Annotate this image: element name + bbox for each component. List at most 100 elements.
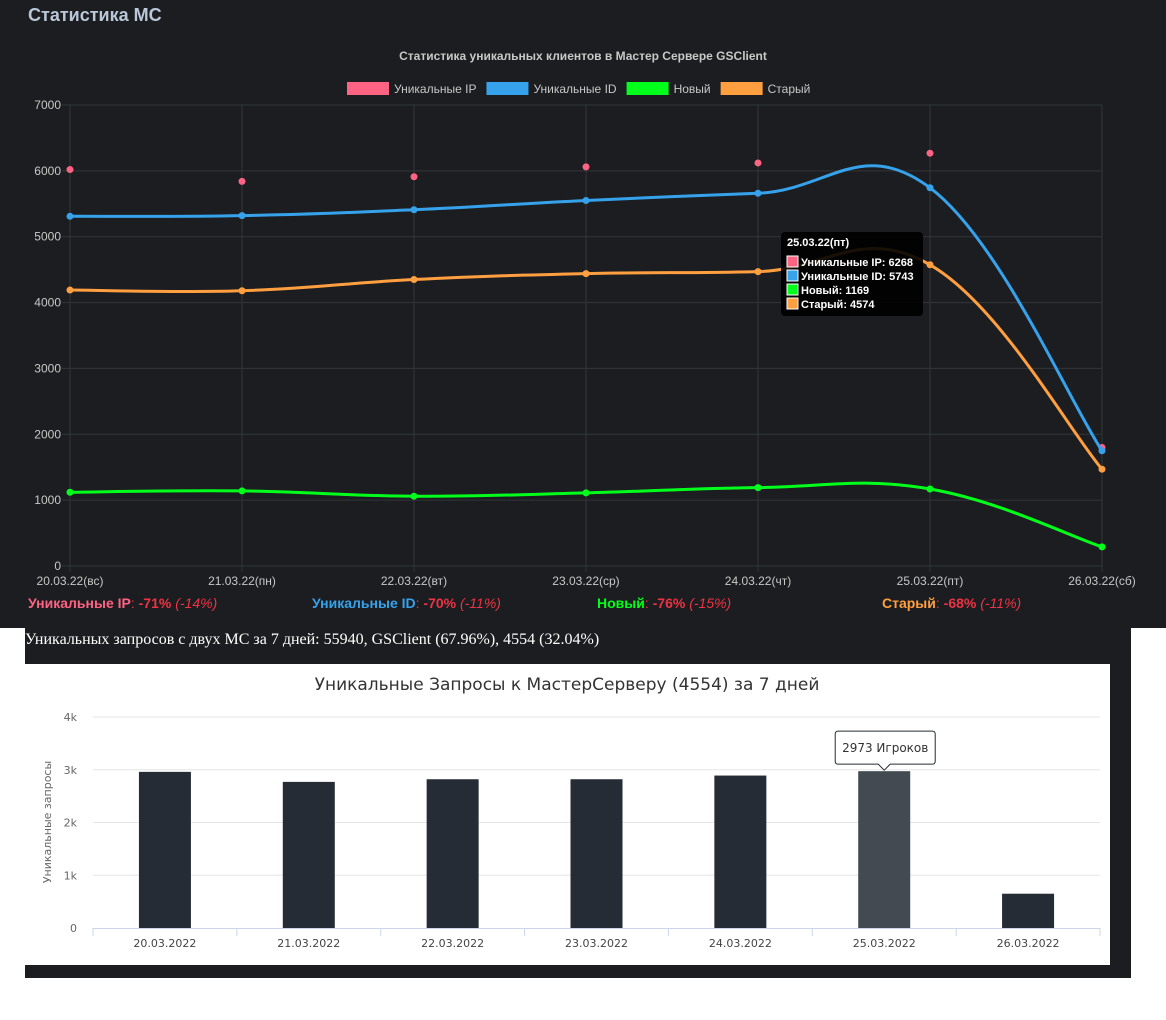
bar-y-tick-label: 3k (64, 764, 78, 777)
point-new-6 (1098, 543, 1106, 551)
point-old-3 (582, 270, 590, 278)
legend-swatch-id (486, 82, 529, 95)
bar-x-tick-label: 22.03.2022 (421, 937, 484, 950)
bar-tooltip-text: 2973 Игроков (842, 741, 928, 755)
bar-y-tick-label: 1k (64, 869, 78, 882)
tooltip-swatch-ip (786, 255, 799, 268)
y-tick-label: 0 (54, 559, 61, 573)
bar-x-tick-label: 23.03.2022 (565, 937, 628, 950)
point-id-6 (1098, 447, 1106, 455)
point-ip-3 (582, 163, 590, 171)
x-tick-label: 22.03.22(вт) (381, 574, 447, 588)
point-old-6 (1098, 465, 1106, 473)
stat-new: Новый: -76% (-15%) (597, 595, 732, 611)
bar-0 (138, 771, 191, 928)
series-new (66, 481, 1106, 551)
legend-swatch-old (720, 82, 763, 95)
stat-old-pct: -68% (943, 595, 977, 611)
point-id-4 (754, 189, 762, 197)
stat-ip-pct: -71% (138, 595, 172, 611)
tooltip-swatch-old (786, 297, 799, 310)
tooltip-line-new: Новый: 1169 (801, 285, 869, 297)
tooltip-title: 25.03.22(пт) (787, 237, 850, 249)
tooltip-bubble (834, 730, 936, 771)
line-chart-tooltip: 25.03.22(пт) Уникальные IP: 6268 Уникальны… (781, 232, 923, 316)
bar-2 (426, 779, 479, 928)
x-tick-label: 20.03.22(вс) (37, 574, 104, 588)
point-ip-2 (410, 173, 418, 181)
tooltip-swatch-new (786, 283, 799, 296)
x-tick-label: 23.03.22(ср) (552, 574, 619, 588)
stat-ip-sub: (-14%) (175, 595, 218, 611)
y-tick-label: 7000 (34, 98, 61, 112)
point-id-0 (66, 212, 74, 220)
stat-new-label: Новый (597, 595, 645, 611)
legend-label-ip: Уникальные IP (394, 82, 476, 96)
bar-1 (282, 781, 335, 928)
tooltip-line-ip: Уникальные IP: 6268 (801, 257, 913, 269)
y-tick-label: 1000 (34, 493, 61, 507)
point-old-5 (926, 261, 934, 269)
point-id-5 (926, 184, 934, 192)
point-new-5 (926, 485, 934, 493)
y-tick-label: 5000 (34, 230, 61, 244)
x-tick-label: 25.03.22(пт) (897, 574, 964, 588)
bar-chart[interactable]: Уникальные Запросы к МастерСерверу (4554… (25, 664, 1110, 965)
bar-y-tick-label: 2k (64, 817, 78, 830)
x-tick-label: 24.03.22(чт) (725, 574, 791, 588)
line-chart-title: Статистика уникальных клиентов в Мастер … (399, 49, 767, 63)
x-tick-label: 21.03.22(пн) (208, 574, 276, 588)
point-old-0 (66, 286, 74, 294)
y-tick-label: 4000 (34, 296, 61, 310)
bar-chart-tooltip: 2973 Игроков (834, 730, 936, 771)
page-title: Статистика МС (28, 5, 162, 25)
summary-text: Уникальных запросов с двух МС за 7 дней:… (25, 631, 600, 648)
point-new-0 (66, 488, 74, 496)
point-id-1 (238, 212, 246, 220)
bar-x-tick-label: 26.03.2022 (997, 937, 1060, 950)
series-id (66, 164, 1106, 455)
line-chart-grid (62, 104, 1103, 572)
tooltip-box (781, 232, 923, 316)
bar-3 (570, 779, 623, 928)
stat-id: Уникальные ID: -70% (-11%) (312, 595, 501, 611)
point-ip-5 (926, 149, 934, 157)
legend-label-id: Уникальные ID (533, 82, 616, 96)
stat-ip-label: Уникальные IP (28, 595, 131, 611)
bar-y-tick-label: 4k (64, 711, 78, 724)
y-tick-label: 2000 (34, 427, 61, 441)
bar-y-axis-label: Уникальные запросы (41, 761, 54, 883)
point-id-2 (410, 206, 418, 214)
line-chart-legend: Уникальные IP Уникальные ID Новый Старый (347, 82, 810, 96)
point-ip-1 (238, 177, 246, 185)
point-old-2 (410, 276, 418, 284)
series-old (66, 247, 1106, 473)
point-new-3 (582, 489, 590, 497)
tooltip-line-id: Уникальные ID: 5743 (801, 271, 914, 283)
bar-x-tick-label: 24.03.2022 (709, 937, 772, 950)
point-old-4 (754, 268, 762, 276)
point-new-1 (238, 487, 246, 495)
point-new-2 (410, 492, 418, 500)
bar-x-tick-label: 20.03.2022 (133, 937, 196, 950)
point-new-4 (754, 484, 762, 492)
point-id-3 (582, 196, 590, 204)
line-chart[interactable]: Статистика уникальных клиентов в Мастер … (0, 0, 1166, 590)
stat-old-sub: (-11%) (980, 595, 1022, 611)
point-ip-4 (754, 159, 762, 167)
tooltip-line-old: Старый: 4574 (801, 299, 875, 311)
stat-id-label: Уникальные ID (312, 595, 416, 611)
stat-id-sub: (-11%) (459, 595, 501, 611)
legend-swatch-ip (347, 82, 389, 95)
bar-y-tick-label: 0 (70, 922, 77, 935)
bar-5 (858, 771, 911, 928)
bar-x-tick-label: 25.03.2022 (853, 937, 916, 950)
bar-4 (714, 775, 767, 928)
stat-new-sub: (-15%) (689, 595, 732, 611)
legend-label-new: Новый (674, 82, 711, 96)
bar-chart-box: Уникальные Запросы к МастерСерверу (4554… (25, 664, 1110, 965)
y-tick-label: 6000 (34, 164, 61, 178)
y-tick-label: 3000 (34, 361, 61, 375)
bar-6 (1002, 893, 1055, 928)
legend-label-old: Старый (768, 82, 811, 96)
